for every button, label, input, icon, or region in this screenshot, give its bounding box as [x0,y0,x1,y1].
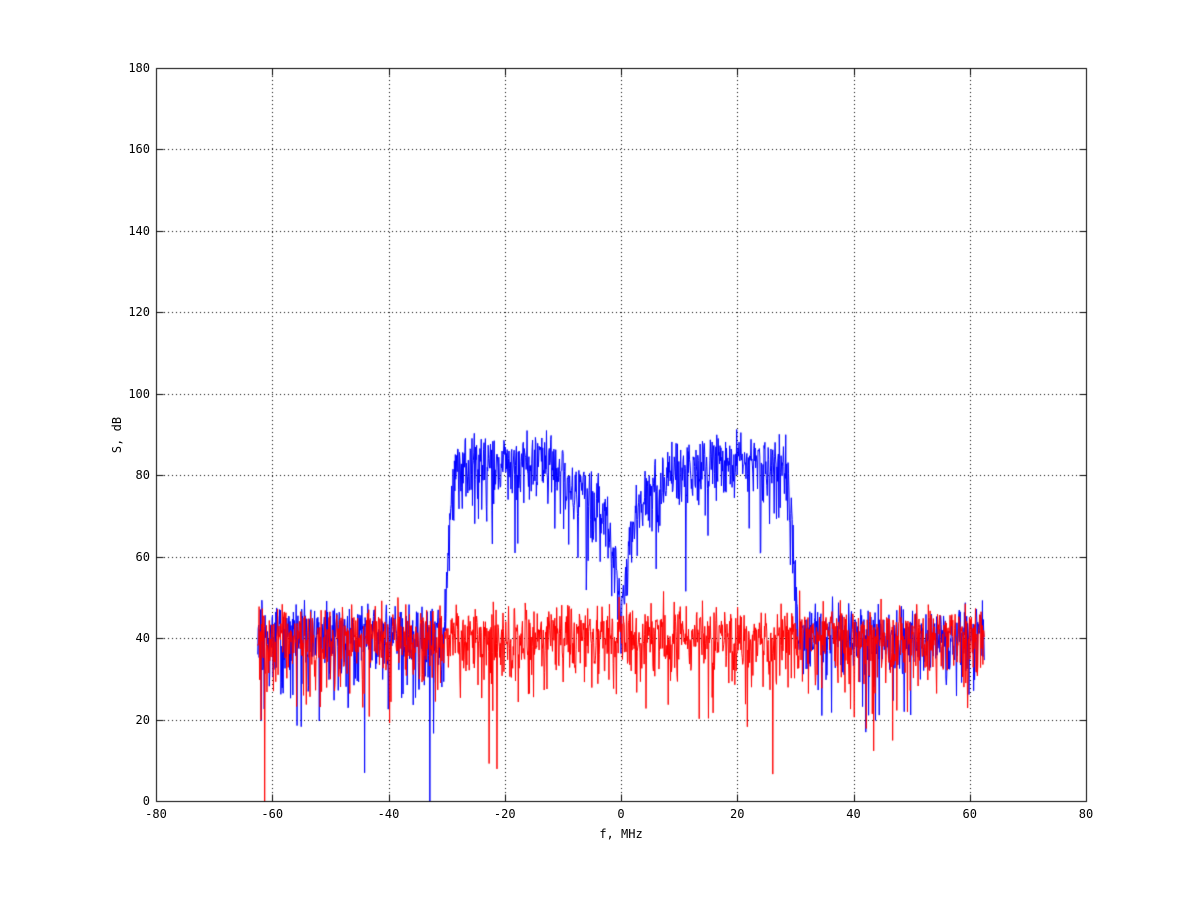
y-tick-label: 40 [135,631,150,646]
x-tick-label: 60 [962,807,977,821]
x-tick-label: 40 [846,807,861,821]
y-tick-label: 100 [128,386,150,401]
y-tick-label: 140 [128,223,150,238]
x-tick-label: 0 [617,807,625,821]
x-tick-label: 20 [730,807,745,821]
y-tick-label: 160 [128,142,150,157]
x-tick-label: -80 [145,807,167,821]
x-tick-label: -20 [493,807,516,821]
x-tick-label: 80 [1078,807,1094,821]
y-tick-label: 80 [135,468,150,483]
y-axis-title: S, dB [110,416,124,453]
y-tick-label: 180 [128,61,150,75]
x-tick-label: -60 [261,807,284,821]
x-tick-label: -40 [377,807,400,821]
y-tick-label: 20 [135,712,150,727]
y-tick-label: 60 [135,549,150,564]
y-tick-label: 120 [128,305,150,320]
y-tick-label: 0 [142,794,150,808]
x-axis-title: f, MHz [599,827,643,841]
